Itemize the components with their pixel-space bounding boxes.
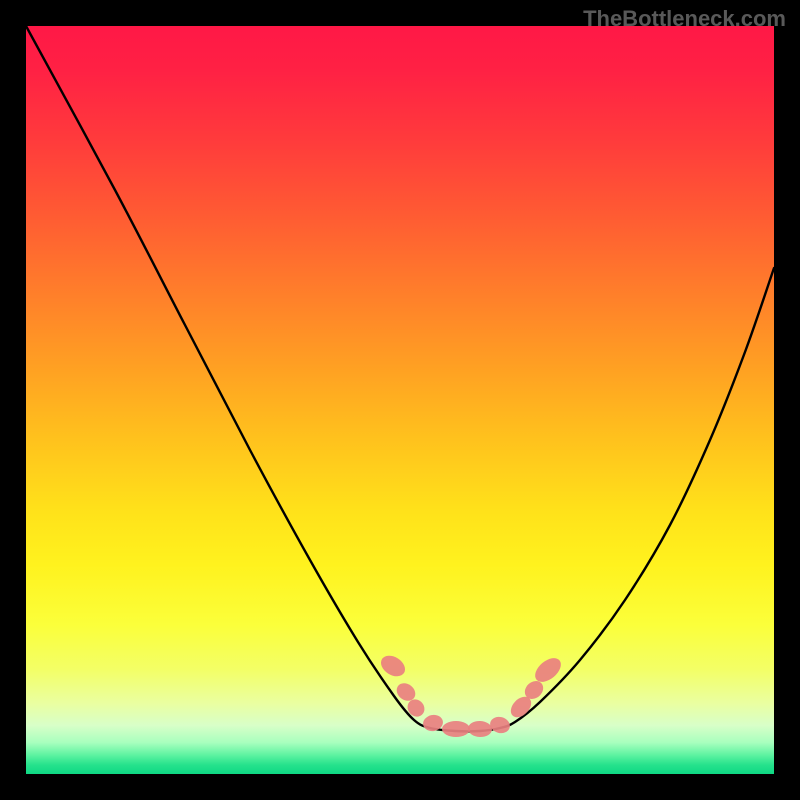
bead-marker: [442, 721, 470, 737]
bottleneck-curve-chart: [0, 0, 800, 800]
chart-frame: TheBottleneck.com: [0, 0, 800, 800]
watermark-label: TheBottleneck.com: [583, 6, 786, 31]
watermark-text: TheBottleneck.com: [583, 6, 786, 32]
